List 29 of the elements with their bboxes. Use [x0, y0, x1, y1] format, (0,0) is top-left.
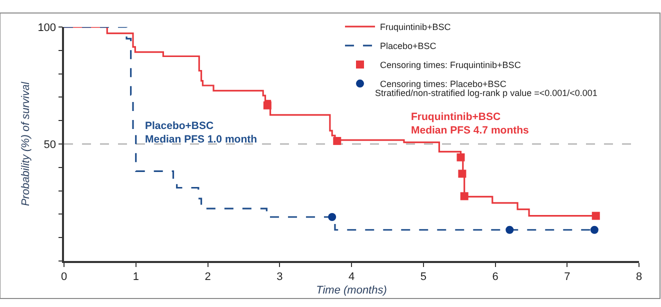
x-tick-label: 1	[132, 270, 139, 283]
x-tick-label: 6	[492, 270, 498, 283]
point	[506, 226, 514, 234]
point	[263, 101, 272, 110]
y-tick-label: 50	[44, 138, 56, 151]
x-tick-label: 7	[564, 270, 570, 283]
x-tick-label: 2	[204, 270, 211, 283]
y-axis-title: Probability (%) of survival	[20, 81, 32, 206]
x-tick-label: 3	[276, 270, 283, 283]
x-tick-label: 0	[60, 270, 68, 283]
x-tick-label: 5	[420, 270, 426, 283]
x-tick-label: 8	[636, 270, 642, 283]
point	[328, 213, 336, 222]
point	[333, 136, 342, 145]
point	[460, 192, 468, 200]
point	[456, 153, 465, 162]
legend-label: Censoring times: Placebo+BSC	[380, 79, 507, 90]
point	[458, 170, 466, 178]
legend-label: Fruquintinib+BSC	[380, 22, 452, 32]
annotation: Stratified/non-stratified log-rank p value =<0.001/<0.001	[375, 88, 598, 98]
x-axis-title: Time (months)	[316, 284, 388, 297]
legend-label: Placebo+BSC	[380, 41, 437, 52]
annotation: Placebo+BSC Median PFS 1.0 month	[145, 120, 258, 146]
point	[590, 226, 598, 234]
x-tick-label: 4	[348, 270, 355, 283]
point	[592, 212, 600, 220]
y-tick-label: 100	[38, 22, 56, 34]
annotation: Fruquintinib+BSC Median PFS 4.7 months	[411, 111, 530, 137]
legend-label: Censoring times: Fruquintinib+BSC	[380, 60, 522, 70]
